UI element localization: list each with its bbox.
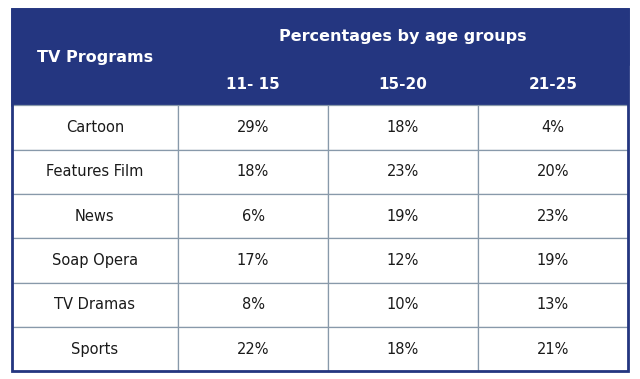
- Bar: [178, 238, 328, 283]
- Bar: [478, 283, 628, 327]
- Bar: [478, 64, 628, 105]
- Text: 10%: 10%: [387, 298, 419, 312]
- Text: 19%: 19%: [387, 209, 419, 224]
- Text: 17%: 17%: [237, 253, 269, 268]
- Text: Percentages by age groups: Percentages by age groups: [279, 30, 527, 44]
- Bar: [478, 194, 628, 238]
- Bar: [178, 194, 328, 238]
- Text: 6%: 6%: [241, 209, 264, 224]
- Bar: [478, 105, 628, 150]
- Text: Soap Opera: Soap Opera: [52, 253, 138, 268]
- Text: Features Film: Features Film: [46, 164, 143, 179]
- Text: 29%: 29%: [237, 120, 269, 135]
- Bar: [178, 9, 628, 64]
- Bar: [328, 283, 478, 327]
- Text: 21%: 21%: [537, 342, 569, 357]
- Bar: [478, 150, 628, 194]
- Text: News: News: [75, 209, 115, 224]
- Bar: [328, 150, 478, 194]
- Bar: [328, 327, 478, 371]
- Bar: [478, 238, 628, 283]
- Bar: [328, 238, 478, 283]
- Bar: [328, 64, 478, 105]
- Text: Sports: Sports: [71, 342, 118, 357]
- Bar: [12, 105, 178, 150]
- Bar: [12, 327, 178, 371]
- Text: 4%: 4%: [541, 120, 564, 135]
- Bar: [12, 283, 178, 327]
- Bar: [12, 238, 178, 283]
- Bar: [12, 150, 178, 194]
- Text: TV Dramas: TV Dramas: [54, 298, 135, 312]
- Text: 22%: 22%: [237, 342, 269, 357]
- Bar: [178, 327, 328, 371]
- Bar: [12, 194, 178, 238]
- Bar: [178, 283, 328, 327]
- Bar: [478, 327, 628, 371]
- Text: 23%: 23%: [387, 164, 419, 179]
- Text: 19%: 19%: [537, 253, 569, 268]
- Text: 23%: 23%: [537, 209, 569, 224]
- Bar: [178, 105, 328, 150]
- Text: 18%: 18%: [387, 120, 419, 135]
- Text: 13%: 13%: [537, 298, 569, 312]
- Text: TV Programs: TV Programs: [36, 50, 153, 65]
- Text: 18%: 18%: [237, 164, 269, 179]
- Text: 8%: 8%: [241, 298, 264, 312]
- Text: Cartoon: Cartoon: [66, 120, 124, 135]
- Bar: [328, 194, 478, 238]
- Text: 21-25: 21-25: [529, 77, 577, 92]
- Bar: [328, 105, 478, 150]
- Text: 20%: 20%: [536, 164, 569, 179]
- Text: 12%: 12%: [387, 253, 419, 268]
- Text: 18%: 18%: [387, 342, 419, 357]
- Bar: [178, 64, 328, 105]
- Text: 15-20: 15-20: [378, 77, 428, 92]
- Bar: [178, 150, 328, 194]
- Bar: [12, 9, 178, 105]
- Text: 11- 15: 11- 15: [226, 77, 280, 92]
